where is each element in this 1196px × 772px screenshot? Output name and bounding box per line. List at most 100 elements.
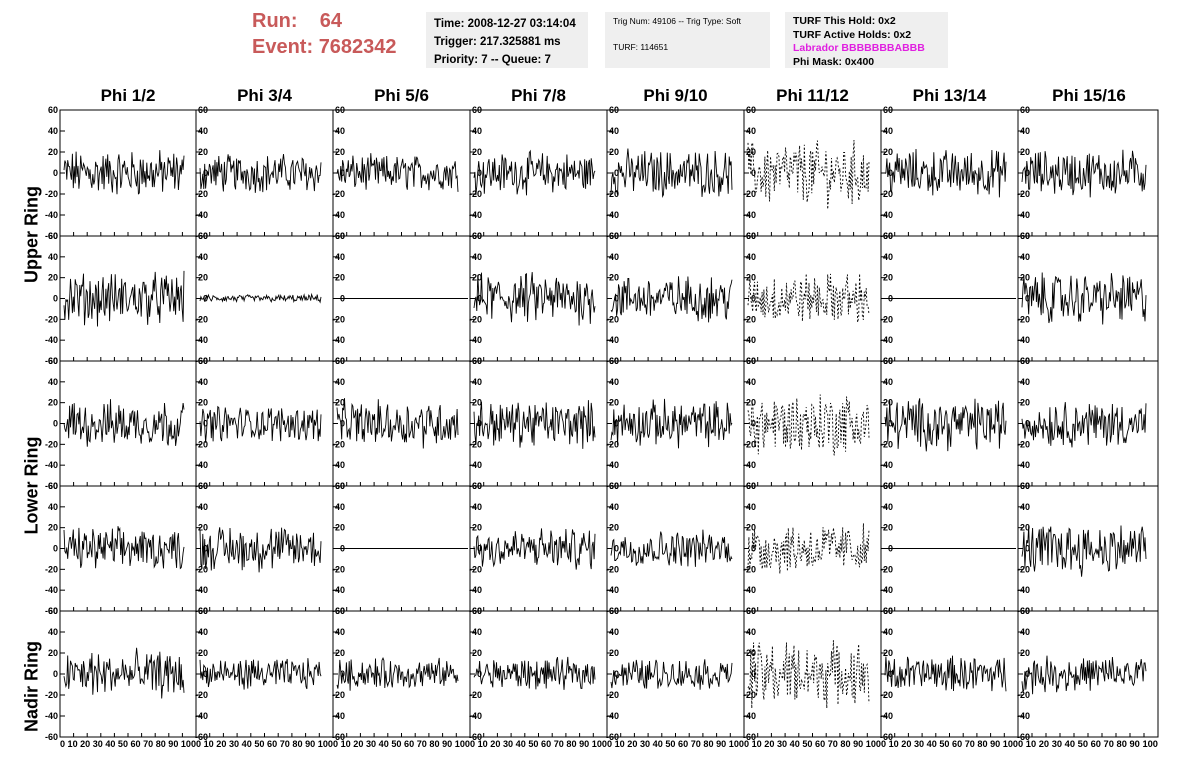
y-tick-label-r0-c3-1: 40: [472, 126, 482, 136]
y-tick-label-r0-c5-2: 20: [746, 147, 756, 157]
y-tick-label-left-r0-4: -20: [45, 189, 58, 199]
y-tick-label-r1-c5-0: 60: [746, 231, 756, 241]
y-tick-label-r2-c3-5: -40: [469, 460, 482, 470]
y-tick-label-r0-c4-1: 40: [609, 126, 619, 136]
y-tick-label-r0-c1-5: -40: [195, 210, 208, 220]
x-tick-labels-c3: 0 10 20 30 40 50 60 70 80 90 100: [470, 739, 607, 749]
y-tick-label-r1-c2-2: 20: [335, 273, 345, 283]
y-tick-label-r4-c5-0: 60: [746, 606, 756, 616]
y-tick-label-r0-c6-0: 60: [883, 105, 893, 115]
y-tick-label-r1-c4-0: 60: [609, 231, 619, 241]
y-tick-label-r1-c4-5: -40: [606, 335, 619, 345]
y-tick-label-left-r3-1: 40: [48, 502, 58, 512]
y-tick-label-r3-c3-1: 40: [472, 502, 482, 512]
y-tick-label-r4-c1-2: 20: [198, 648, 208, 658]
y-tick-label-left-r3-6: -60: [45, 606, 58, 616]
y-tick-label-r4-c2-5: -40: [332, 711, 345, 721]
y-tick-label-r4-c2-4: -20: [332, 690, 345, 700]
waveform-r2-c3: [473, 400, 596, 449]
y-tick-label-r1-c2-0: 60: [335, 231, 345, 241]
x-tick-labels-c0: 0 10 20 30 40 50 60 70 80 90 100: [60, 739, 196, 749]
y-tick-label-r0-c1-1: 40: [198, 126, 208, 136]
x-tick-labels-c6: 0 10 20 30 40 50 60 70 80 90 100: [881, 739, 1018, 749]
waveform-r0-c5: [747, 139, 870, 210]
y-tick-label-r2-c6-3: 0: [888, 419, 893, 429]
y-tick-label-r3-c4-4: -20: [606, 564, 619, 574]
waveform-r2-c6: [884, 398, 1007, 452]
y-tick-label-r2-c7-4: -20: [1017, 439, 1030, 449]
y-tick-label-r3-c5-2: 20: [746, 523, 756, 533]
y-tick-label-r1-c4-4: -20: [606, 314, 619, 324]
y-tick-label-r2-c1-3: 0: [203, 419, 208, 429]
y-tick-label-left-r2-0: 60: [48, 356, 58, 366]
y-tick-label-r3-c5-0: 60: [746, 481, 756, 491]
time-info-panel: Time: 2008-12-27 03:14:04 Trigger: 217.3…: [426, 12, 588, 68]
waveform-r0-c0: [63, 150, 185, 195]
y-tick-label-r3-c7-0: 60: [1020, 481, 1030, 491]
y-tick-label-r3-c4-1: 40: [609, 502, 619, 512]
y-tick-label-r0-c4-4: -20: [606, 189, 619, 199]
y-tick-label-r4-c5-1: 40: [746, 627, 756, 637]
y-tick-label-r3-c5-5: -40: [743, 585, 756, 595]
y-tick-label-r3-c4-0: 60: [609, 481, 619, 491]
y-tick-label-r1-c1-1: 40: [198, 252, 208, 262]
y-tick-label-r2-c1-0: 60: [198, 356, 208, 366]
waveform-r4-c1: [199, 658, 322, 690]
y-tick-label-r4-c1-3: 0: [203, 669, 208, 679]
y-tick-label-r0-c3-2: 20: [472, 147, 482, 157]
waveform-r4-c0: [63, 647, 185, 699]
y-tick-label-r1-c7-5: -40: [1017, 335, 1030, 345]
y-tick-label-r0-c2-0: 60: [335, 105, 345, 115]
waveform-r3-c7: [1021, 525, 1147, 577]
y-tick-label-r3-c7-4: -20: [1017, 564, 1030, 574]
y-tick-label-r2-c4-2: 20: [609, 398, 619, 408]
y-tick-label-left-r1-5: -40: [45, 335, 58, 345]
y-tick-label-r1-c2-4: -20: [332, 314, 345, 324]
y-tick-label-r0-c6-2: 20: [883, 147, 893, 157]
waveform-r4-c4: [610, 659, 733, 690]
column-title-phi-7-8: Phi 7/8: [511, 86, 566, 105]
y-tick-label-left-r1-0: 60: [48, 231, 58, 241]
y-tick-label-r0-c5-3: 0: [751, 168, 756, 178]
waveform-r0-c4: [610, 148, 733, 198]
y-tick-label-r3-c7-1: 40: [1020, 502, 1030, 512]
waveform-r4-c2: [336, 656, 459, 691]
y-tick-label-r4-c1-4: -20: [195, 690, 208, 700]
y-tick-label-left-r4-5: -40: [45, 711, 58, 721]
y-tick-label-r1-c5-2: 20: [746, 273, 756, 283]
column-title-phi-15-16: Phi 15/16: [1052, 86, 1126, 105]
y-tick-label-r4-c1-1: 40: [198, 627, 208, 637]
panel-frame-r3-c7: [1017, 485, 1159, 612]
y-tick-label-left-r3-4: -20: [45, 564, 58, 574]
labrador-text: Labrador BBBBBBBABBB: [793, 42, 925, 54]
y-tick-label-r4-c7-4: -20: [1017, 690, 1030, 700]
y-tick-label-r4-c1-0: 60: [198, 606, 208, 616]
y-tick-label-r1-c2-1: 40: [335, 252, 345, 262]
y-tick-label-r2-c2-4: -20: [332, 439, 345, 449]
y-tick-label-r1-c2-5: -40: [332, 335, 345, 345]
y-tick-label-r3-c6-0: 60: [883, 481, 893, 491]
y-tick-label-left-r0-2: 20: [48, 147, 58, 157]
y-tick-label-r1-c7-2: 20: [1020, 273, 1030, 283]
y-tick-label-r1-c1-2: 20: [198, 273, 208, 283]
column-title-phi-9-10: Phi 9/10: [643, 86, 708, 105]
waveform-r1-c0: [63, 270, 185, 327]
y-tick-label-r0-c5-1: 40: [746, 126, 756, 136]
y-tick-label-left-r4-1: 40: [48, 627, 58, 637]
time-text: Time: 2008-12-27 03:14:04: [434, 18, 576, 30]
column-title-phi-3-4: Phi 3/4: [237, 86, 292, 105]
y-tick-label-r2-c4-1: 40: [609, 377, 619, 387]
y-tick-label-r1-c3-1: 40: [472, 252, 482, 262]
y-tick-label-r2-c2-1: 40: [335, 377, 345, 387]
y-tick-label-r4-c5-6: -60: [743, 732, 756, 742]
waveform-r1-c4: [610, 276, 733, 323]
y-tick-label-r0-c7-5: -40: [1017, 210, 1030, 220]
y-tick-label-r2-c7-5: -40: [1017, 460, 1030, 470]
y-tick-label-r3-c1-0: 60: [198, 481, 208, 491]
y-tick-label-r2-c7-2: 20: [1020, 398, 1030, 408]
y-tick-label-r2-c1-4: -20: [195, 439, 208, 449]
y-tick-label-r3-c5-1: 40: [746, 502, 756, 512]
y-tick-label-left-r1-1: 40: [48, 252, 58, 262]
y-tick-label-r2-c5-2: 20: [746, 398, 756, 408]
y-tick-label-r0-c4-2: 20: [609, 147, 619, 157]
